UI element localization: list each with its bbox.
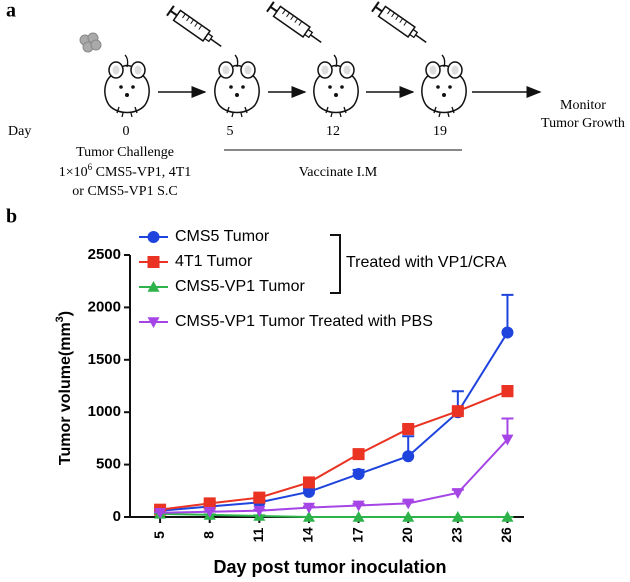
series-line (159, 390, 508, 511)
marker (203, 497, 216, 510)
vaccinate: Vaccinate I.M (299, 165, 378, 180)
mouse (421, 54, 467, 118)
syringe (265, 0, 326, 49)
chart: Tumor volume(mm3) Day post tumor inocula… (54, 228, 524, 577)
challenge-line: or CMS5-VP1 S.C (72, 184, 177, 199)
mouse (104, 54, 150, 118)
y-tick-label: 2500 (88, 246, 121, 263)
x-tick-label: 11 (250, 527, 266, 542)
legend-label: CMS5 Tumor (175, 228, 270, 245)
x-tick-label: 5 (151, 531, 167, 539)
day: 0 (123, 124, 130, 139)
marker (451, 511, 464, 522)
marker (302, 511, 315, 522)
mouse (313, 54, 359, 118)
marker (451, 488, 464, 499)
series-line (160, 512, 508, 518)
marker (402, 450, 415, 463)
marker (302, 502, 315, 514)
marker (352, 511, 365, 522)
marker (402, 422, 415, 435)
mouse (214, 54, 260, 118)
marker (147, 317, 160, 328)
marker (352, 500, 365, 512)
y-tick-label: 500 (96, 456, 121, 473)
marker (147, 281, 160, 292)
legend-label: CMS5-VP1 Tumor (175, 278, 305, 295)
challenge-title: Tumor Challenge (76, 145, 174, 160)
panel-label: a (6, 0, 16, 22)
day-label: Day (8, 124, 31, 139)
marker (302, 476, 315, 489)
legend-label: CMS5-VP1 Tumor Treated with PBS (175, 313, 433, 330)
x-tick-label: 17 (349, 527, 365, 543)
marker (154, 508, 167, 519)
x-axis-label: Day post tumor inoculation (213, 557, 446, 577)
monitor: Tumor Growth (541, 116, 625, 131)
y-axis-label: Tumor volume(mm3) (54, 311, 74, 465)
marker (147, 231, 160, 243)
marker (402, 498, 415, 510)
day: 19 (433, 124, 447, 139)
syringe (165, 4, 226, 53)
series-line (160, 438, 509, 514)
monitor: Monitor (560, 98, 606, 113)
day: 12 (326, 124, 340, 139)
challenge-line: 1×106 CMS5-VP1, 4T1 (59, 162, 192, 180)
x-tick-label: 14 (300, 527, 316, 543)
marker (451, 405, 464, 418)
y-tick-label: 1500 (88, 351, 121, 368)
legend-bracket (330, 234, 341, 294)
tumor-cells (79, 32, 102, 53)
marker (501, 434, 514, 446)
legend-label: 4T1 Tumor (175, 253, 253, 270)
x-tick-label: 26 (498, 527, 514, 543)
error-bar (501, 293, 514, 333)
bracket-label: Treated with VP1/CRA (346, 254, 507, 271)
marker (253, 491, 266, 504)
marker (501, 326, 514, 339)
panel-a: a Day 0 5 12 19 Vaccinate I.M Tumor Chal… (6, 0, 625, 199)
y-tick-label: 1000 (88, 403, 121, 420)
marker (352, 468, 365, 481)
marker (501, 385, 514, 398)
x-tick-label: 8 (200, 531, 216, 539)
marker (253, 505, 266, 517)
day: 5 (227, 124, 234, 139)
marker (501, 511, 514, 522)
marker (352, 448, 365, 461)
x-tick-label: 20 (399, 527, 415, 543)
y-tick-label: 2000 (88, 298, 121, 315)
marker (203, 506, 216, 518)
marker (402, 511, 415, 522)
x-tick-label: 23 (449, 527, 465, 543)
syringe (370, 0, 431, 49)
marker (302, 485, 315, 498)
series-line (159, 332, 509, 512)
marker (147, 256, 160, 268)
panel-label: b (6, 206, 17, 228)
y-tick-label: 0 (113, 508, 121, 525)
